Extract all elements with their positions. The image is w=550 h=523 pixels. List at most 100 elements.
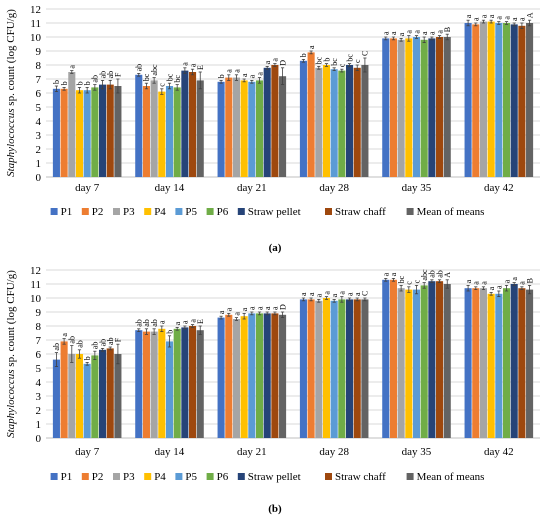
bar	[196, 330, 204, 438]
legend-swatch	[206, 473, 214, 480]
bar	[382, 38, 390, 178]
significance-label: a	[389, 31, 398, 35]
bar	[405, 289, 413, 438]
significance-label: a	[345, 292, 354, 296]
significance-label: ab	[52, 343, 61, 351]
significance-label: b	[60, 81, 69, 85]
significance-label: a	[271, 58, 280, 62]
legend-swatch	[206, 208, 214, 215]
significance-label: ab	[435, 270, 444, 278]
significance-label: a	[502, 16, 511, 20]
significance-label: a	[510, 17, 519, 21]
bar	[106, 348, 114, 438]
bar	[173, 328, 181, 438]
significance-label: ab	[142, 319, 151, 327]
y-tick-label: 9	[36, 46, 42, 58]
significance-label: a	[397, 32, 406, 36]
y-tick-label: 10	[30, 293, 42, 305]
bar	[479, 288, 488, 438]
bar	[248, 81, 256, 177]
significance-label: a	[315, 293, 324, 297]
bar	[495, 23, 503, 177]
legend-swatch	[144, 473, 152, 480]
panel-b-caption: (b)	[268, 503, 282, 515]
significance-label: ab	[91, 342, 100, 350]
bar	[135, 74, 143, 177]
bar	[217, 81, 225, 177]
significance-label: b	[299, 53, 308, 57]
bar	[322, 298, 331, 438]
significance-label: a	[435, 30, 444, 34]
significance-label: a	[420, 31, 429, 35]
y-tick-label: 9	[36, 307, 42, 319]
bar	[353, 299, 361, 438]
significance-label: ab	[68, 336, 77, 344]
y-tick-label: 11	[30, 279, 41, 291]
significance-label: a	[248, 306, 257, 310]
legend-swatch	[406, 208, 414, 215]
bar	[232, 319, 241, 438]
x-category-label: day 7	[75, 182, 100, 194]
significance-label: ab	[150, 319, 159, 327]
significance-label: ab	[91, 75, 100, 83]
bar	[526, 289, 534, 438]
x-category-label: day 35	[402, 446, 432, 458]
legend-swatch	[175, 208, 183, 215]
y-tick-label: 8	[36, 321, 42, 333]
significance-label: a	[158, 320, 167, 324]
bar	[98, 349, 107, 438]
bar	[271, 65, 279, 177]
y-tick-label: 5	[36, 102, 42, 114]
y-tick-label: 7	[36, 335, 42, 347]
bar	[299, 299, 307, 438]
significance-label: b	[165, 330, 174, 334]
significance-label: a	[181, 62, 190, 66]
legend-label: P6	[217, 471, 229, 483]
bar	[165, 341, 174, 438]
significance-label: B	[443, 27, 452, 32]
bar	[345, 299, 354, 438]
significance-label: a	[322, 291, 331, 295]
bar	[196, 80, 204, 177]
bar	[240, 80, 248, 177]
significance-label: ab	[135, 319, 144, 327]
y-tick-label: 10	[30, 32, 42, 44]
significance-label: a	[263, 60, 272, 64]
legend-swatch	[50, 208, 58, 215]
y-axis-title-rest: sp. count (log CFU/g)	[5, 270, 17, 370]
significance-label: a	[464, 14, 473, 18]
bar	[307, 52, 315, 177]
significance-label: ab	[428, 270, 437, 278]
y-tick-label: 0	[36, 433, 42, 445]
bar	[263, 313, 271, 438]
y-tick-label: 8	[36, 60, 42, 72]
legend-swatch	[325, 473, 332, 480]
x-category-label: day 21	[237, 446, 267, 458]
bar	[307, 299, 315, 438]
bar	[232, 77, 241, 177]
legend-label: Mean of means	[417, 471, 485, 483]
significance-label: a	[479, 14, 488, 18]
bar	[255, 80, 264, 177]
legend-label: P4	[154, 471, 166, 483]
significance-label: a	[217, 310, 226, 314]
bar	[361, 299, 369, 438]
bar	[443, 37, 451, 177]
bar	[279, 76, 287, 177]
bar	[52, 359, 60, 438]
significance-label: C	[361, 291, 370, 296]
x-category-label: day 42	[484, 182, 514, 194]
significance-label: a	[495, 16, 504, 20]
y-tick-label: 2	[36, 144, 42, 156]
significance-label: b	[217, 74, 226, 78]
significance-label: abc	[150, 64, 159, 76]
bar	[412, 289, 421, 438]
bar	[412, 37, 421, 177]
bar	[315, 300, 323, 438]
significance-label: b	[322, 58, 331, 62]
legend-label: Straw pellet	[248, 206, 301, 218]
bar	[142, 86, 150, 177]
legend-label: Straw pellet	[248, 471, 301, 483]
bar	[518, 288, 526, 438]
